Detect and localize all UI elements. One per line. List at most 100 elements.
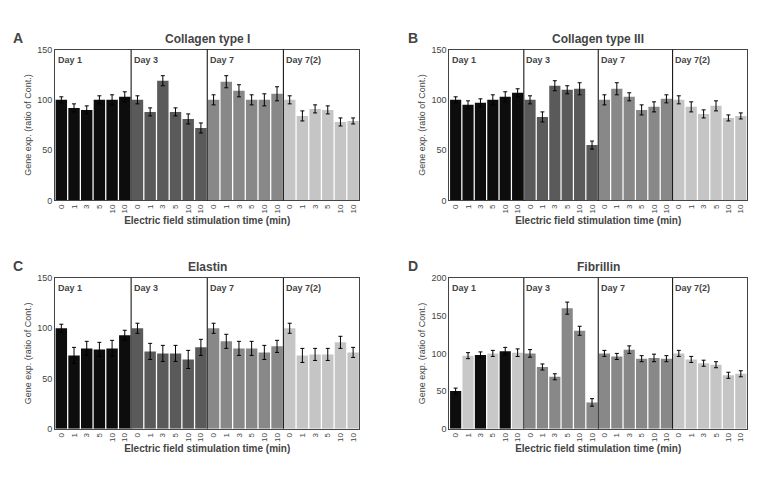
svg-text:10: 10 (736, 204, 745, 213)
svg-text:3: 3 (476, 432, 485, 437)
svg-text:10: 10 (650, 432, 659, 441)
svg-text:A: A (13, 30, 23, 46)
svg-text:50: 50 (42, 145, 52, 155)
svg-text:0: 0 (47, 424, 52, 434)
svg-text:0: 0 (451, 204, 460, 209)
svg-text:5: 5 (95, 432, 104, 437)
svg-text:0: 0 (674, 204, 683, 209)
svg-text:10: 10 (501, 432, 510, 441)
svg-text:Gene exp. (ratio of Cont.): Gene exp. (ratio of Cont.) (23, 74, 33, 176)
svg-text:Day 1: Day 1 (58, 283, 82, 293)
svg-text:10: 10 (501, 204, 510, 213)
svg-text:150: 150 (432, 311, 447, 321)
svg-text:100: 100 (432, 349, 447, 359)
svg-text:10: 10 (513, 432, 522, 441)
svg-text:B: B (408, 30, 418, 46)
svg-text:Day 1: Day 1 (452, 55, 476, 65)
svg-text:1: 1 (612, 432, 621, 437)
svg-text:1: 1 (687, 432, 696, 437)
svg-text:10: 10 (120, 432, 129, 441)
svg-text:Electric field stimulation tim: Electric field stimulation time (min) (124, 443, 290, 454)
svg-text:3: 3 (158, 432, 167, 437)
svg-text:Fibrillin: Fibrillin (577, 260, 620, 274)
svg-text:Collagen type III: Collagen type III (552, 32, 644, 46)
svg-text:5: 5 (323, 204, 332, 209)
svg-text:5: 5 (637, 432, 646, 437)
svg-text:3: 3 (235, 432, 244, 437)
svg-text:10: 10 (662, 204, 671, 213)
svg-text:3: 3 (625, 432, 634, 437)
svg-text:150: 150 (37, 45, 52, 55)
svg-text:Elastin: Elastin (188, 260, 227, 274)
svg-text:5: 5 (323, 432, 332, 437)
svg-text:10: 10 (197, 204, 206, 213)
svg-text:10: 10 (588, 204, 597, 213)
svg-text:Electric field stimulation tim: Electric field stimulation time (min) (515, 215, 681, 226)
svg-text:5: 5 (488, 432, 497, 437)
svg-text:Day 7(2): Day 7(2) (675, 55, 710, 65)
svg-text:0: 0 (526, 204, 535, 209)
svg-text:1: 1 (687, 204, 696, 209)
svg-text:1: 1 (464, 204, 473, 209)
svg-text:Day 3: Day 3 (134, 283, 158, 293)
svg-text:50: 50 (437, 386, 447, 396)
svg-text:10: 10 (108, 204, 117, 213)
svg-text:D: D (408, 258, 418, 274)
svg-text:5: 5 (712, 204, 721, 209)
svg-text:Electric field stimulation tim: Electric field stimulation time (min) (515, 443, 681, 454)
svg-text:10: 10 (108, 432, 117, 441)
svg-text:Day 3: Day 3 (134, 55, 158, 65)
svg-text:10: 10 (260, 432, 269, 441)
svg-text:10: 10 (120, 204, 129, 213)
svg-text:3: 3 (699, 204, 708, 209)
svg-text:Day 7(2): Day 7(2) (675, 283, 710, 293)
svg-text:5: 5 (247, 432, 256, 437)
svg-text:5: 5 (712, 432, 721, 437)
svg-text:10: 10 (588, 432, 597, 441)
svg-text:10: 10 (273, 204, 282, 213)
svg-text:3: 3 (625, 204, 634, 209)
svg-text:5: 5 (563, 432, 572, 437)
svg-text:0: 0 (451, 432, 460, 437)
svg-text:1: 1 (612, 204, 621, 209)
svg-text:50: 50 (437, 145, 447, 155)
svg-text:3: 3 (476, 204, 485, 209)
svg-text:1: 1 (298, 432, 307, 437)
svg-text:1: 1 (70, 432, 79, 437)
svg-text:0: 0 (526, 432, 535, 437)
svg-text:3: 3 (311, 204, 320, 209)
svg-text:Day 1: Day 1 (58, 55, 82, 65)
svg-text:1: 1 (538, 432, 547, 437)
svg-text:3: 3 (550, 432, 559, 437)
svg-text:3: 3 (82, 204, 91, 209)
svg-text:3: 3 (550, 204, 559, 209)
svg-text:0: 0 (600, 432, 609, 437)
svg-text:10: 10 (184, 432, 193, 441)
svg-text:3: 3 (311, 432, 320, 437)
svg-text:10: 10 (349, 204, 358, 213)
svg-text:Day 7: Day 7 (210, 283, 234, 293)
svg-text:10: 10 (184, 204, 193, 213)
svg-text:10: 10 (724, 432, 733, 441)
svg-text:Gene exp. (ratio of Cont.): Gene exp. (ratio of Cont.) (417, 74, 427, 176)
svg-text:Electric field stimulation tim: Electric field stimulation time (min) (124, 215, 290, 226)
svg-text:1: 1 (464, 432, 473, 437)
svg-text:0: 0 (442, 424, 447, 434)
svg-text:10: 10 (513, 204, 522, 213)
svg-text:0: 0 (133, 432, 142, 437)
svg-text:100: 100 (432, 95, 447, 105)
svg-text:1: 1 (538, 204, 547, 209)
svg-text:Day 3: Day 3 (526, 55, 550, 65)
svg-text:150: 150 (432, 45, 447, 55)
svg-text:Gene exp. (ratio of Cont.): Gene exp. (ratio of Cont.) (417, 303, 427, 405)
svg-text:10: 10 (662, 432, 671, 441)
svg-text:Day 3: Day 3 (526, 283, 550, 293)
svg-text:C: C (13, 258, 23, 274)
svg-text:5: 5 (171, 204, 180, 209)
svg-text:0: 0 (600, 204, 609, 209)
svg-text:10: 10 (260, 204, 269, 213)
svg-text:0: 0 (209, 432, 218, 437)
svg-text:Collagen type I: Collagen type I (165, 32, 250, 46)
svg-text:10: 10 (575, 204, 584, 213)
svg-text:Gene exp. (ratio of Cont.): Gene exp. (ratio of Cont.) (23, 303, 33, 405)
